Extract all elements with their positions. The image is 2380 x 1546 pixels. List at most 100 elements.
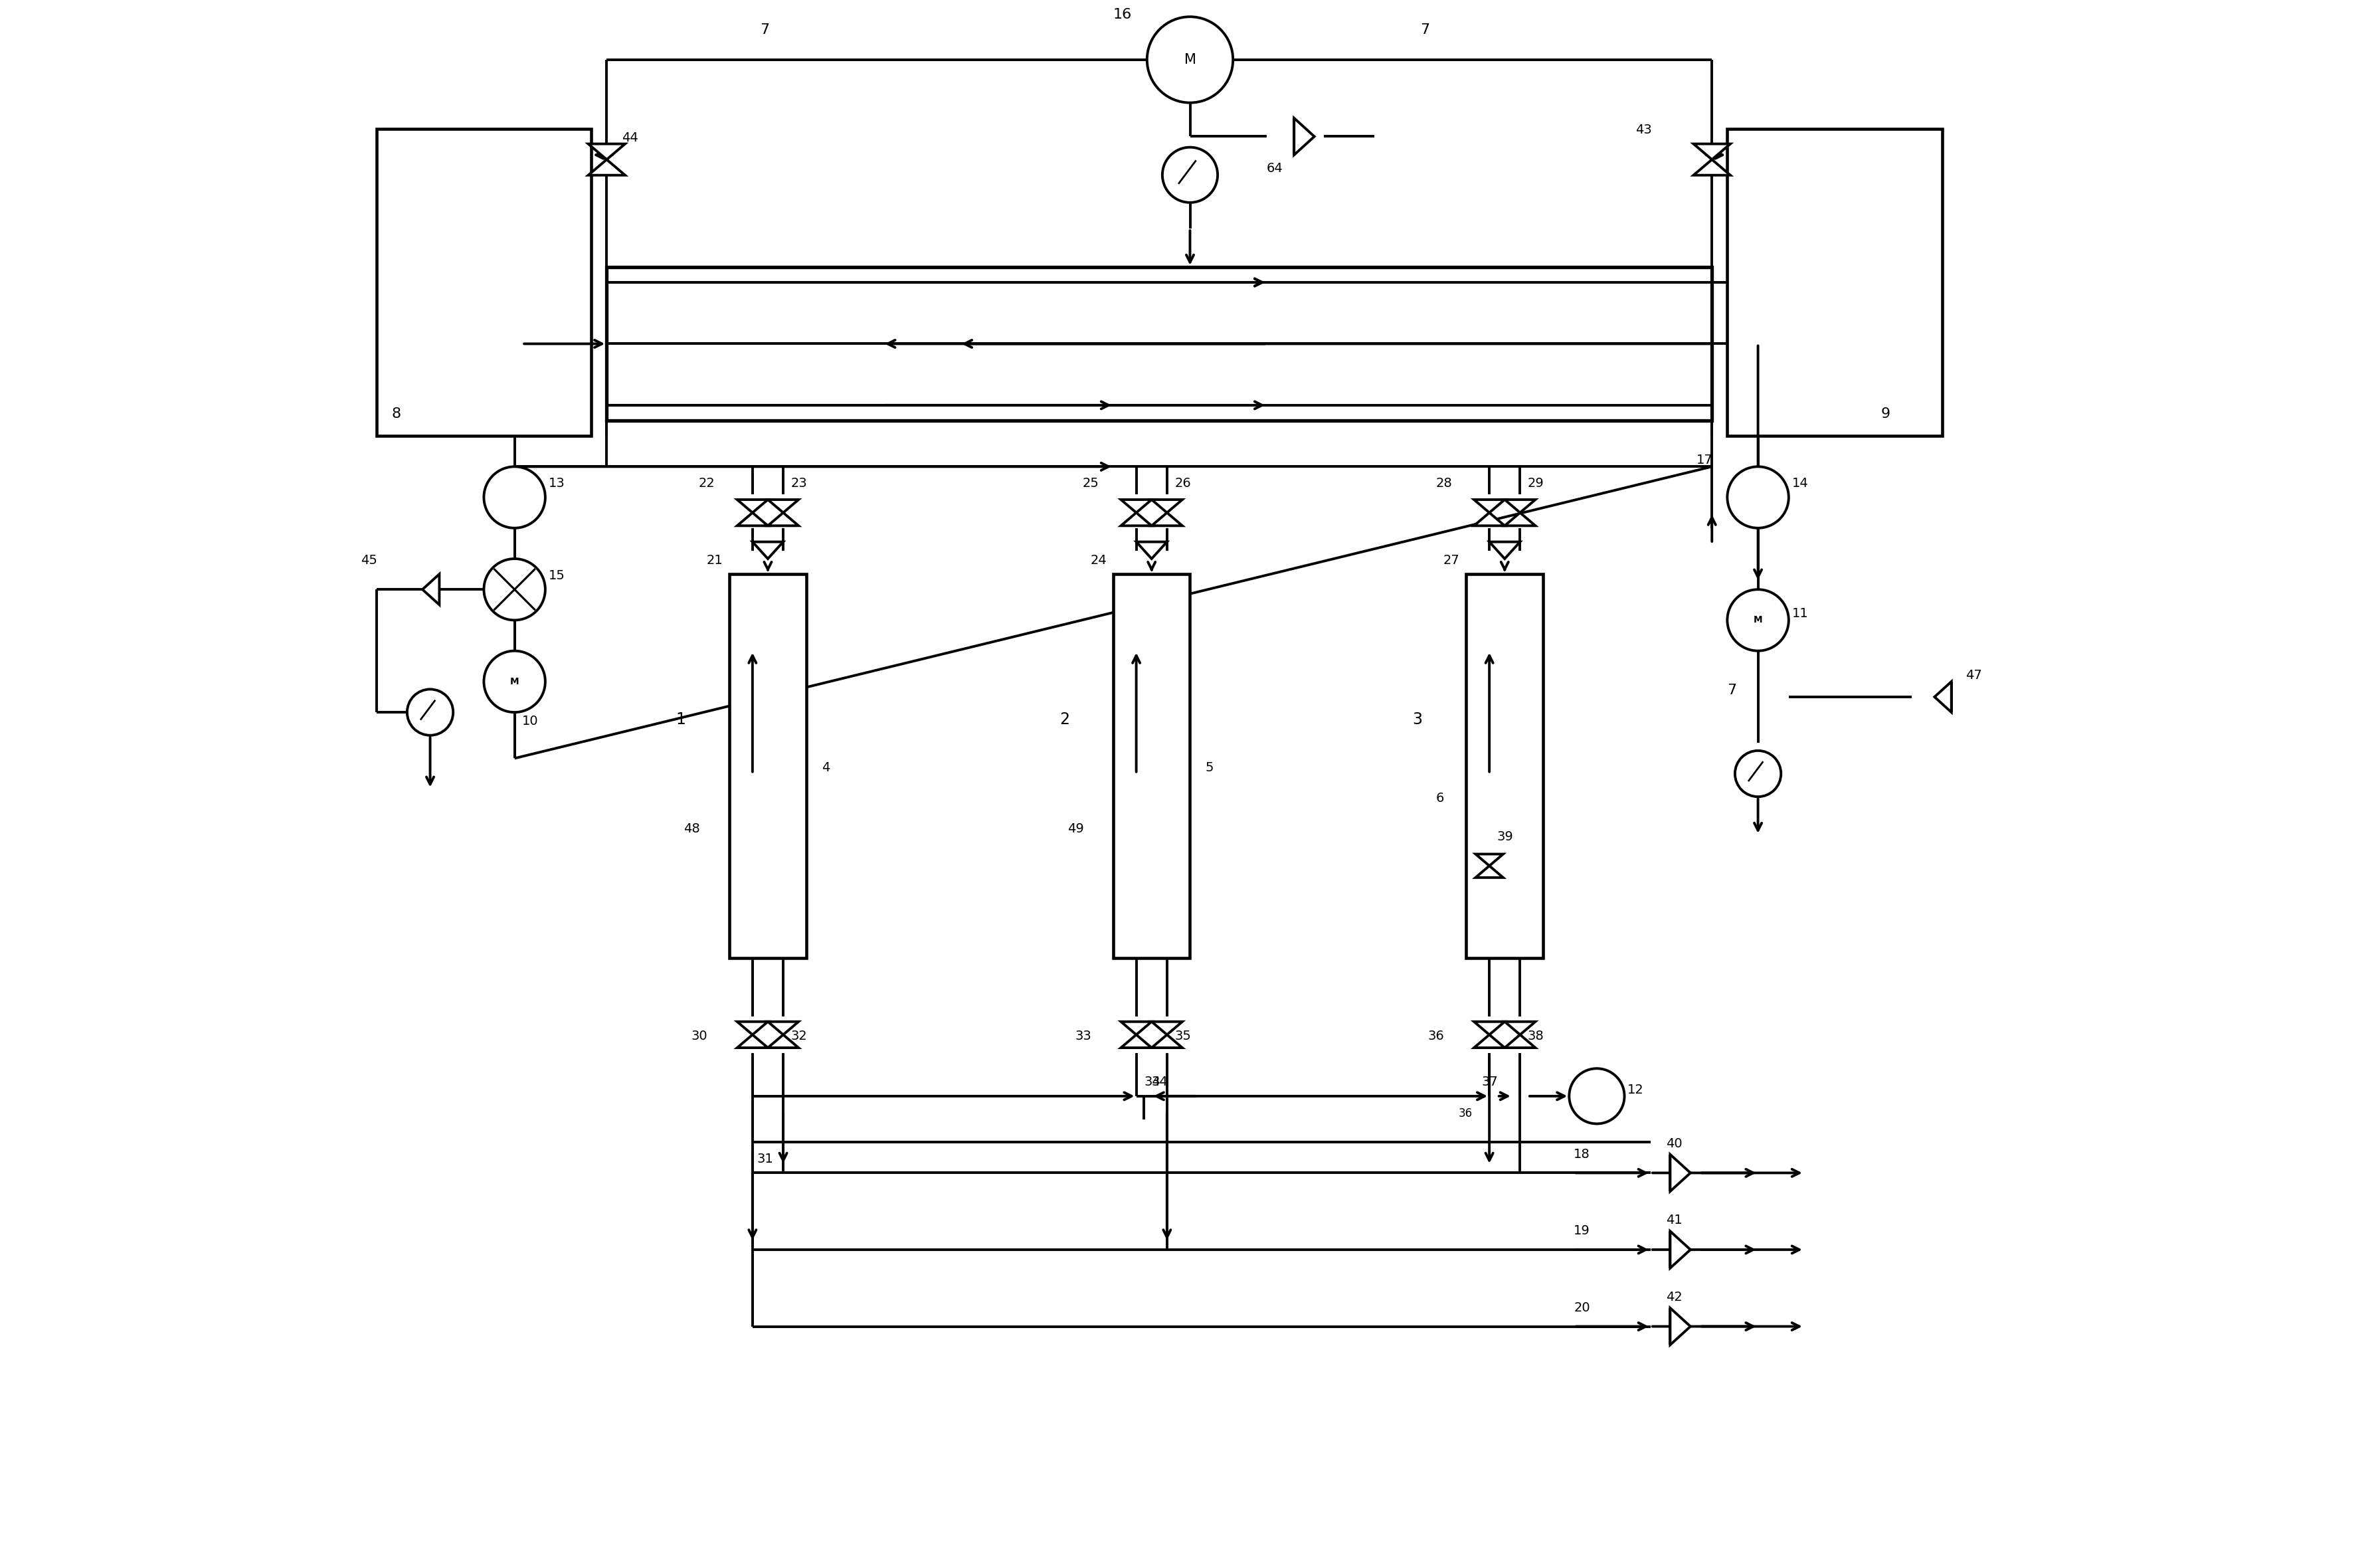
Text: 40: 40: [1666, 1138, 1683, 1150]
Text: 11: 11: [1792, 608, 1809, 620]
Text: M: M: [1185, 53, 1195, 66]
Bar: [1728, 128, 1942, 436]
Polygon shape: [1152, 513, 1183, 526]
Text: 22: 22: [700, 478, 716, 490]
Polygon shape: [1671, 1308, 1690, 1345]
Text: 19: 19: [1573, 1224, 1590, 1237]
Text: 17: 17: [1697, 455, 1714, 467]
Text: 14: 14: [1792, 478, 1809, 490]
Text: 33: 33: [1076, 1030, 1092, 1042]
Polygon shape: [1504, 513, 1535, 526]
Bar: [376, 128, 590, 436]
Text: 16: 16: [1114, 8, 1133, 22]
Polygon shape: [769, 1022, 800, 1034]
Polygon shape: [1295, 117, 1314, 155]
Polygon shape: [1473, 1034, 1504, 1048]
Polygon shape: [1121, 1022, 1152, 1034]
Text: 34: 34: [1152, 1076, 1169, 1088]
Circle shape: [1728, 589, 1790, 651]
Text: 43: 43: [1635, 124, 1652, 136]
Polygon shape: [769, 1034, 800, 1048]
Circle shape: [1728, 467, 1790, 529]
Text: 4: 4: [821, 761, 831, 773]
Circle shape: [407, 690, 452, 736]
Polygon shape: [588, 144, 626, 159]
Polygon shape: [769, 513, 800, 526]
Polygon shape: [1476, 853, 1504, 866]
Text: 20: 20: [1573, 1302, 1590, 1314]
Polygon shape: [769, 499, 800, 513]
Bar: [1466, 574, 1542, 959]
Text: 12: 12: [1628, 1084, 1645, 1096]
Text: 64: 64: [1266, 162, 1283, 175]
Polygon shape: [1473, 1022, 1504, 1034]
Text: 39: 39: [1497, 830, 1514, 843]
Polygon shape: [588, 159, 626, 175]
Text: 8: 8: [393, 407, 402, 421]
Polygon shape: [1152, 1034, 1183, 1048]
Text: 38: 38: [1528, 1030, 1545, 1042]
Text: 23: 23: [790, 478, 807, 490]
Text: 7: 7: [1728, 683, 1737, 697]
Polygon shape: [1476, 866, 1504, 878]
Polygon shape: [1135, 541, 1166, 558]
Text: 45: 45: [362, 553, 378, 566]
Text: 24: 24: [1090, 553, 1107, 566]
Polygon shape: [1121, 499, 1152, 513]
Text: 28: 28: [1435, 478, 1452, 490]
Polygon shape: [1695, 159, 1730, 175]
Bar: [731, 574, 807, 959]
Polygon shape: [1490, 541, 1521, 558]
Polygon shape: [1671, 1231, 1690, 1268]
Circle shape: [483, 558, 545, 620]
Polygon shape: [424, 574, 440, 604]
Text: 42: 42: [1666, 1291, 1683, 1303]
Text: 9: 9: [1880, 407, 1890, 421]
Text: 21: 21: [707, 553, 724, 566]
Text: M: M: [1754, 615, 1764, 625]
Text: M: M: [509, 677, 519, 686]
Text: 47: 47: [1966, 669, 1983, 682]
Text: 2: 2: [1059, 711, 1069, 728]
Polygon shape: [1671, 1155, 1690, 1192]
Text: 48: 48: [683, 822, 700, 835]
Polygon shape: [1504, 1022, 1535, 1034]
Text: 31: 31: [757, 1153, 774, 1166]
Text: 10: 10: [521, 714, 538, 728]
Circle shape: [1735, 751, 1780, 796]
Text: 29: 29: [1528, 478, 1545, 490]
Bar: [607, 267, 1711, 421]
Polygon shape: [738, 499, 769, 513]
Text: 49: 49: [1066, 822, 1083, 835]
Text: 25: 25: [1083, 478, 1100, 490]
Text: 13: 13: [547, 478, 564, 490]
Circle shape: [1147, 17, 1233, 102]
Polygon shape: [738, 1034, 769, 1048]
Text: 5: 5: [1204, 761, 1214, 773]
Text: 34: 34: [1145, 1076, 1161, 1088]
Polygon shape: [1504, 499, 1535, 513]
Circle shape: [1568, 1068, 1626, 1124]
Polygon shape: [1473, 513, 1504, 526]
Text: 7: 7: [1421, 23, 1430, 37]
Polygon shape: [1473, 499, 1504, 513]
Polygon shape: [1121, 1034, 1152, 1048]
Circle shape: [483, 467, 545, 529]
Text: 7: 7: [759, 23, 769, 37]
Polygon shape: [1152, 1022, 1183, 1034]
Text: 36: 36: [1459, 1107, 1473, 1119]
Text: 30: 30: [690, 1030, 707, 1042]
Text: 3: 3: [1414, 711, 1423, 728]
Text: 37: 37: [1483, 1076, 1497, 1088]
Text: 32: 32: [790, 1030, 807, 1042]
Polygon shape: [1504, 1034, 1535, 1048]
Text: 41: 41: [1666, 1214, 1683, 1226]
Polygon shape: [738, 513, 769, 526]
Polygon shape: [1121, 513, 1152, 526]
Polygon shape: [1935, 682, 1952, 713]
Text: 6: 6: [1435, 792, 1445, 804]
Polygon shape: [1695, 144, 1730, 159]
Text: 15: 15: [547, 569, 564, 581]
Text: 44: 44: [621, 131, 638, 144]
Text: 27: 27: [1442, 553, 1459, 566]
